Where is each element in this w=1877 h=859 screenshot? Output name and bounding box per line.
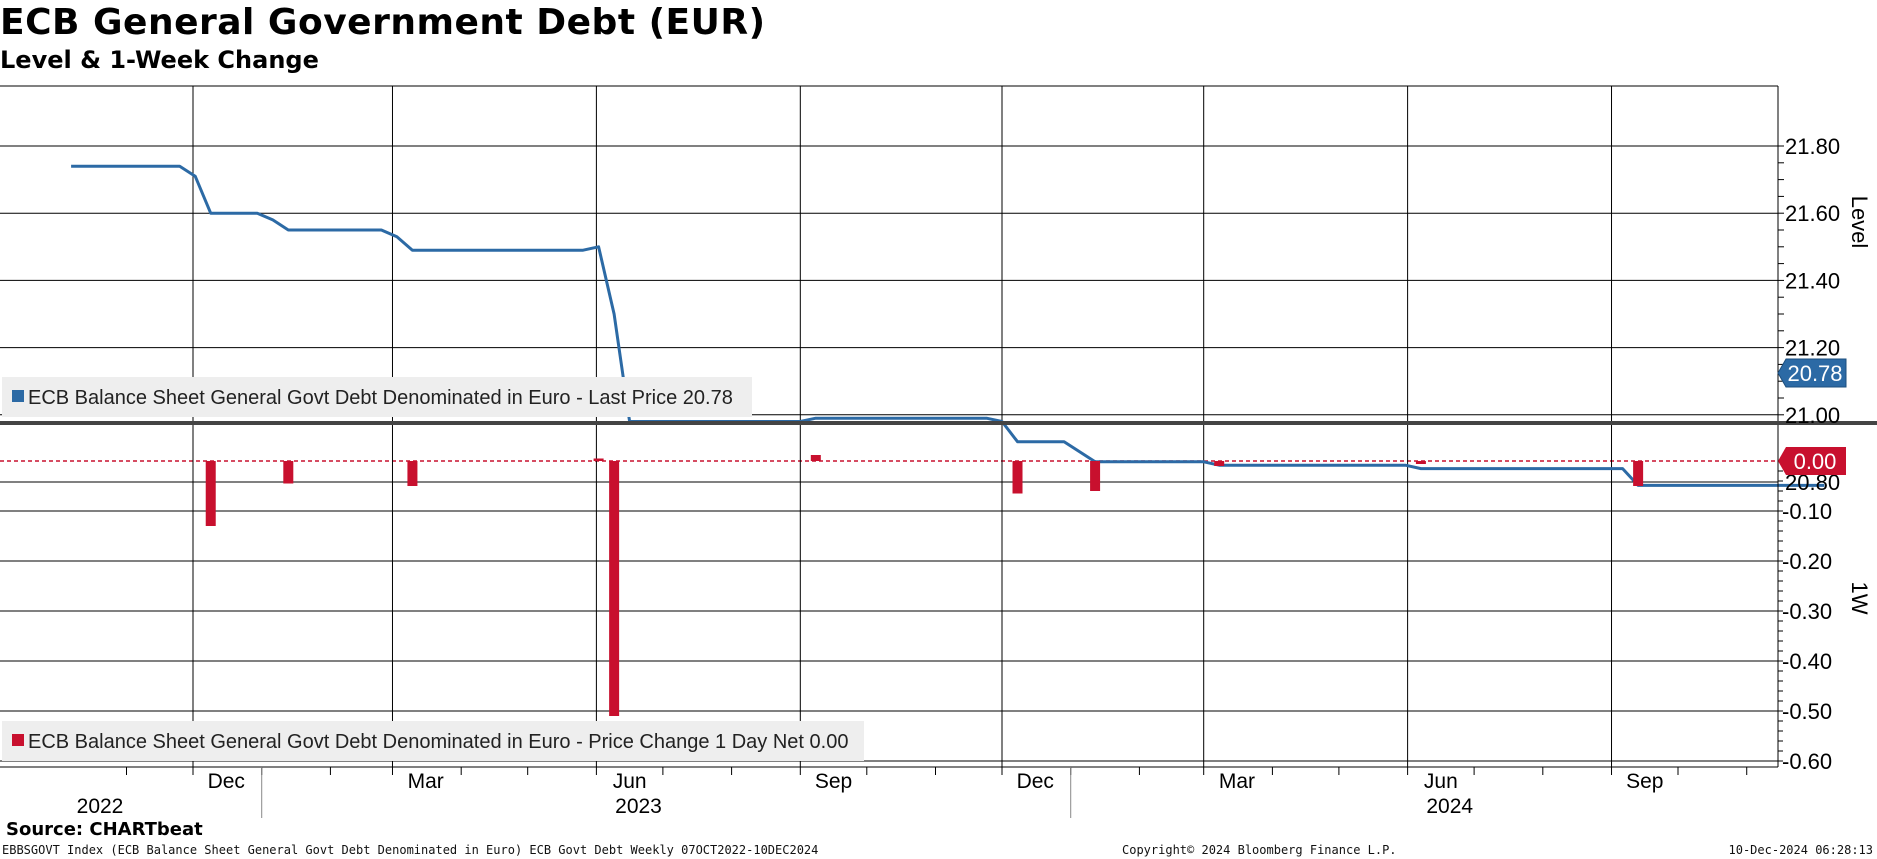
footer-copyright: Copyright© 2024 Bloomberg Finance L.P. (1122, 843, 1397, 857)
change-legend-text: ECB Balance Sheet General Govt Debt Deno… (28, 731, 848, 753)
x-year-label: 2023 (615, 795, 662, 818)
level-y-tick-label: 21.20 (1785, 336, 1840, 361)
change-y-tick-label: -0.60 (1782, 749, 1832, 774)
x-month-label: Jun (613, 770, 647, 793)
change-y-tick-label: -0.30 (1782, 599, 1832, 624)
x-year-label: 2024 (1426, 795, 1473, 818)
change-bar (593, 458, 604, 461)
level-y-tick-label: 21.60 (1785, 201, 1840, 226)
level-y-tick-label: 21.00 (1785, 403, 1840, 428)
panel-divider (0, 421, 1877, 425)
source-note: Source: CHARTbeat (6, 819, 203, 840)
change-bar (205, 461, 216, 526)
change-axis-label: 1W (1847, 582, 1872, 615)
x-month-label: Dec (208, 770, 245, 793)
x-year-label: 2022 (77, 795, 124, 818)
change-bar (609, 461, 620, 716)
level-last-value-tag: 20.78 (1777, 358, 1847, 388)
change-y-axis: -0.10 -0.20 -0.30 -0.40 -0.50 -0.60 (1777, 425, 1832, 774)
x-month-label: Mar (1219, 770, 1255, 793)
x-month-label: Dec (1017, 770, 1054, 793)
level-legend-swatch (12, 390, 24, 402)
change-bar (407, 461, 418, 486)
level-legend-text: ECB Balance Sheet General Govt Debt Deno… (28, 387, 733, 409)
change-legend: ECB Balance Sheet General Govt Debt Deno… (2, 721, 864, 761)
level-y-tick-label: 21.40 (1785, 268, 1840, 293)
footer-ticker-description: EBBSGOVT Index (ECB Balance Sheet Genera… (2, 843, 819, 857)
level-series (71, 164, 1825, 487)
level-last-value: 20.78 (1787, 361, 1842, 386)
change-bar (1415, 461, 1426, 464)
change-y-tick-label: -0.20 (1782, 549, 1832, 574)
change-y-tick-label: -0.10 (1782, 499, 1832, 524)
change-bar (810, 455, 821, 461)
x-month-label: Sep (1626, 770, 1663, 793)
change-zero-value-tag: 0.00 (1778, 447, 1846, 475)
level-line (71, 164, 1825, 487)
change-legend-swatch (12, 734, 24, 746)
x-month-label: Jun (1424, 770, 1458, 793)
change-bar (283, 461, 294, 484)
change-bar (1090, 461, 1101, 491)
x-month-label: Sep (815, 770, 852, 793)
chart-subtitle: Level & 1-Week Change (0, 46, 319, 74)
change-bar (1633, 461, 1644, 486)
change-panel-grid (0, 460, 1778, 762)
change-bar (1214, 461, 1225, 466)
change-bar (1012, 461, 1023, 494)
level-y-tick-label: 21.80 (1785, 134, 1840, 159)
chart-title: ECB General Government Debt (EUR) (0, 2, 766, 43)
level-legend: ECB Balance Sheet General Govt Debt Deno… (2, 377, 752, 417)
vertical-gridlines (192, 86, 1613, 767)
x-axis: Dec Mar Jun Sep Dec Mar Jun Sep 2022 2023 2024 (77, 767, 1748, 818)
change-y-tick-label: -0.40 (1782, 649, 1832, 674)
change-bars (205, 455, 1644, 716)
change-zero-value: 0.00 (1794, 449, 1837, 474)
x-month-label: Mar (408, 770, 444, 793)
level-axis-label: Level (1847, 196, 1872, 249)
footer-timestamp: 10-Dec-2024 06:28:13 (1728, 843, 1874, 857)
change-y-tick-label: -0.50 (1782, 699, 1832, 724)
